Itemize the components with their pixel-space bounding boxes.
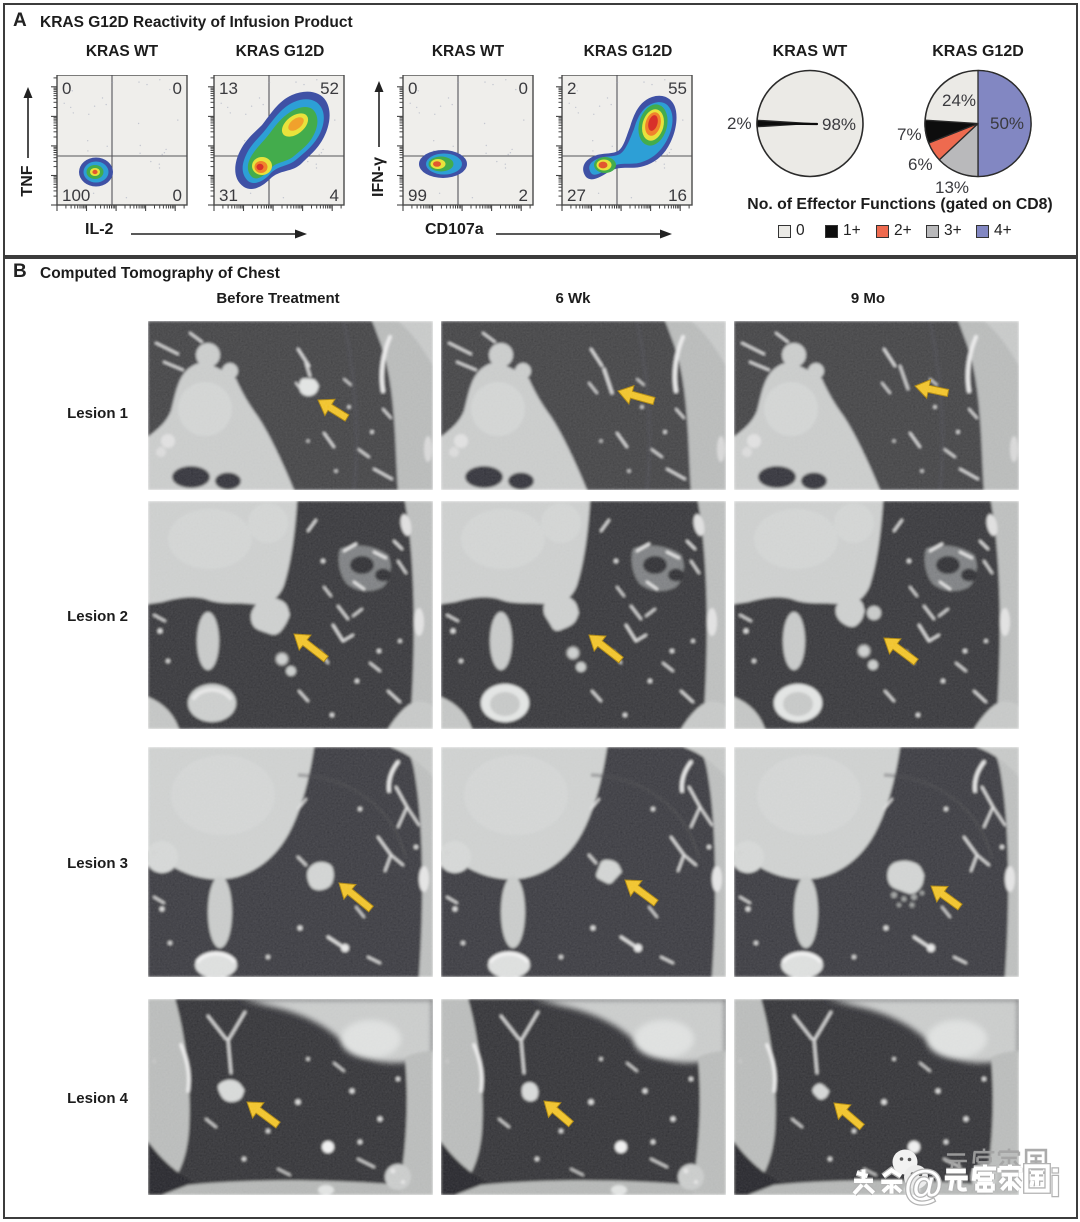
svg-text:@: @ xyxy=(904,1163,943,1207)
svg-text:2: 2 xyxy=(519,186,528,205)
svg-text:0: 0 xyxy=(519,79,528,98)
svg-text:52: 52 xyxy=(320,79,339,98)
svg-text:0: 0 xyxy=(62,79,71,98)
svg-text:16: 16 xyxy=(668,186,687,205)
svg-text:31: 31 xyxy=(219,186,238,205)
svg-text:2: 2 xyxy=(567,79,576,98)
svg-text:99: 99 xyxy=(408,186,427,205)
svg-text:55: 55 xyxy=(668,79,687,98)
svg-text:0: 0 xyxy=(408,79,417,98)
svg-text:4: 4 xyxy=(330,186,339,205)
svg-text:27: 27 xyxy=(567,186,586,205)
svg-text:i: i xyxy=(1050,1163,1061,1205)
svg-text:100: 100 xyxy=(62,186,90,205)
svg-text:13: 13 xyxy=(219,79,238,98)
svg-text:0: 0 xyxy=(173,186,182,205)
svg-text:0: 0 xyxy=(173,79,182,98)
